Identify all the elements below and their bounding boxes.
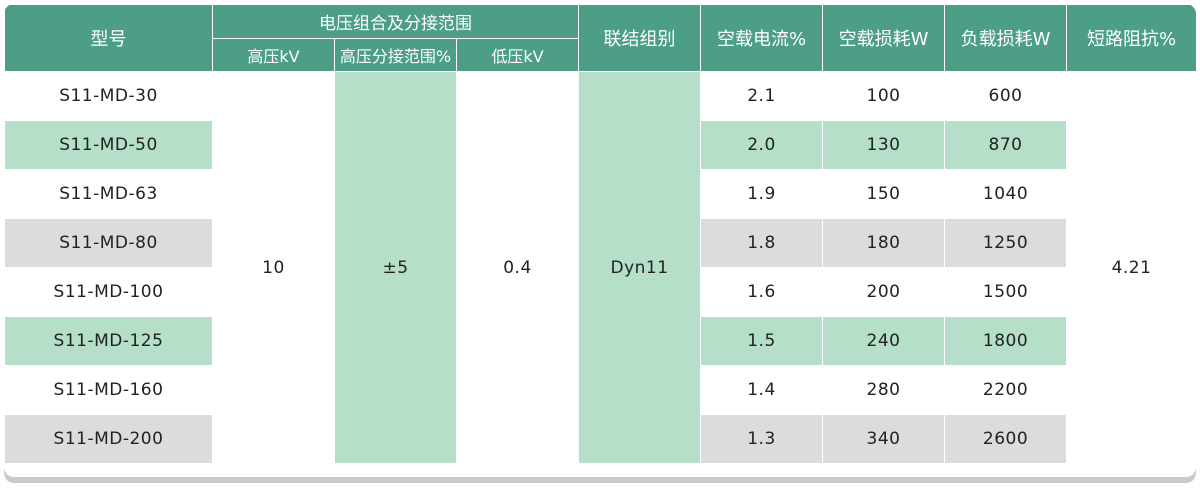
- cell-model: S11-MD-125: [4, 316, 213, 366]
- cell-no-load-loss: 180: [822, 218, 946, 268]
- cell-load-loss: 1250: [944, 218, 1068, 268]
- table-row: S11-MD-100 1.6 200 1500: [4, 267, 1197, 317]
- transformer-spec-table: 型号 电压组合及分接范围 联结组别 空载电流% 空载损耗W 负载损耗W 短路阻抗…: [4, 4, 1196, 464]
- table-row: S11-MD-80 1.8 180 1250: [4, 218, 1197, 268]
- cell-model: S11-MD-30: [4, 71, 213, 121]
- cell-no-load-current: 1.3: [700, 414, 824, 464]
- cell-no-load-current: 2.1: [700, 71, 824, 121]
- cell-no-load-current: 1.6: [700, 267, 824, 317]
- cell-load-loss: 870: [944, 120, 1068, 170]
- table-row: S11-MD-63 1.9 150 1040: [4, 169, 1197, 219]
- cell-vector-group: Dyn11: [578, 71, 702, 464]
- cell-model: S11-MD-80: [4, 218, 213, 268]
- table-row: S11-MD-50 2.0 130 870: [4, 120, 1197, 170]
- table-row: S11-MD-30 10 ±5 0.4 Dyn11 2.1 100 600 4.…: [4, 71, 1196, 464]
- cell-model: S11-MD-200: [4, 414, 213, 464]
- cell-load-loss: 600: [944, 71, 1068, 121]
- cell-no-load-loss: 100: [822, 71, 946, 121]
- spec-table-card: 型号 电压组合及分接范围 联结组别 空载电流% 空载损耗W 负载损耗W 短路阻抗…: [4, 4, 1196, 477]
- cell-tap-range: ±5: [334, 71, 457, 464]
- table-row: S11-MD-160 1.4 280 2200: [4, 365, 1197, 415]
- cell-model: S11-MD-160: [4, 365, 213, 415]
- header-impedance: 短路阻抗%: [1066, 4, 1196, 72]
- cell-no-load-current: 1.4: [700, 365, 824, 415]
- header-voltage-group: 电压组合及分接范围: [211, 4, 580, 39]
- table-body: S11-MD-30 10 ±5 0.4 Dyn11 2.1 100 600 4.…: [4, 71, 1197, 464]
- header-model: 型号: [4, 4, 213, 72]
- cell-impedance: 4.21: [1066, 71, 1196, 464]
- cell-no-load-current: 2.0: [700, 120, 824, 170]
- cell-load-loss: 1500: [944, 267, 1068, 317]
- cell-lv: 0.4: [455, 71, 580, 464]
- cell-no-load-loss: 200: [822, 267, 946, 317]
- cell-model: S11-MD-63: [4, 169, 213, 219]
- header-lv: 低压kV: [455, 38, 580, 72]
- header-no-load-current: 空载电流%: [700, 4, 824, 72]
- table-row: S11-MD-200 1.3 340 2600: [4, 414, 1197, 464]
- cell-no-load-current: 1.5: [700, 316, 824, 366]
- cell-no-load-current: 1.9: [700, 169, 824, 219]
- cell-no-load-loss: 150: [822, 169, 946, 219]
- cell-no-load-loss: 280: [822, 365, 946, 415]
- header-tap-range: 高压分接范围%: [334, 38, 457, 72]
- cell-hv: 10: [212, 71, 335, 464]
- header-no-load-loss: 空载损耗W: [822, 4, 946, 72]
- header-hv: 高压kV: [212, 38, 335, 72]
- cell-no-load-loss: 340: [822, 414, 946, 464]
- header-load-loss: 负载损耗W: [944, 4, 1068, 72]
- cell-load-loss: 1800: [944, 316, 1068, 366]
- cell-no-load-current: 1.8: [700, 218, 824, 268]
- cell-load-loss: 1040: [944, 169, 1068, 219]
- cell-model: S11-MD-50: [4, 120, 213, 170]
- cell-load-loss: 2200: [944, 365, 1068, 415]
- cell-load-loss: 2600: [944, 414, 1068, 464]
- header-vector-group: 联结组别: [578, 4, 702, 72]
- cell-model: S11-MD-100: [4, 267, 213, 317]
- cell-no-load-loss: 240: [822, 316, 946, 366]
- table-header: 型号 电压组合及分接范围 联结组别 空载电流% 空载损耗W 负载损耗W 短路阻抗…: [4, 4, 1196, 72]
- cell-no-load-loss: 130: [822, 120, 946, 170]
